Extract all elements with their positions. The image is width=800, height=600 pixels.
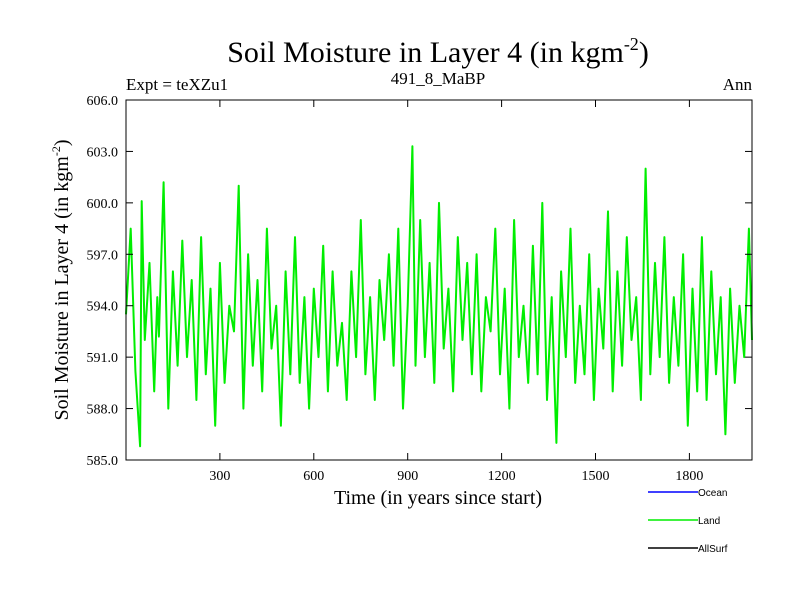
y-axis-label-main: Soil Moisture in Layer 4 (in kgm: [51, 156, 73, 421]
chart-title-main: Soil Moisture in Layer 4 (in kgm: [227, 36, 624, 69]
x-tick-label: 600: [303, 469, 324, 484]
legend: Ocean Land AllSurf: [648, 488, 728, 555]
subtitle-right: Ann: [723, 75, 753, 94]
y-axis-label-close: ): [51, 139, 73, 146]
legend-label-ocean: Ocean: [698, 488, 727, 499]
x-tick-label: 1500: [582, 469, 610, 484]
y-tick-label: 585.0: [87, 454, 119, 469]
y-tick-label: 597.0: [87, 248, 119, 263]
x-tick-label: 1200: [488, 469, 516, 484]
plot-frame: [125, 99, 753, 461]
x-axis-label: Time (in years since start): [334, 487, 542, 509]
subtitle-center: 491_8_MaBP: [391, 69, 485, 88]
chart-title-superscript: -2: [624, 34, 639, 54]
legend-label-land: Land: [698, 516, 720, 527]
y-axis-label-superscript: -2: [49, 146, 63, 156]
y-tick-label: 594.0: [87, 300, 119, 315]
y-axis-label: Soil Moisture in Layer 4 (in kgm-2): [49, 139, 73, 420]
y-tick-label: 603.0: [87, 145, 119, 160]
y-tick-label: 588.0: [87, 403, 119, 418]
y-tick-label: 606.0: [87, 94, 119, 109]
x-tick-label: 300: [209, 469, 230, 484]
chart-title-close: ): [639, 36, 649, 69]
subtitle-left: Expt = teXZu1: [126, 75, 228, 94]
legend-label-allsurf: AllSurf: [698, 544, 728, 555]
y-tick-label: 591.0: [87, 351, 119, 366]
x-tick-label: 1800: [675, 469, 703, 484]
x-tick-label: 900: [397, 469, 418, 484]
series-line-land: [125, 145, 753, 448]
chart-title: Soil Moisture in Layer 4 (in kgm-2): [227, 34, 649, 69]
series-layer: [125, 145, 753, 448]
tick-layer: 300 600 900 1200 1500 1800 585.0 588.0 591.0 594.…: [87, 94, 752, 484]
y-tick-label: 600.0: [87, 197, 119, 212]
